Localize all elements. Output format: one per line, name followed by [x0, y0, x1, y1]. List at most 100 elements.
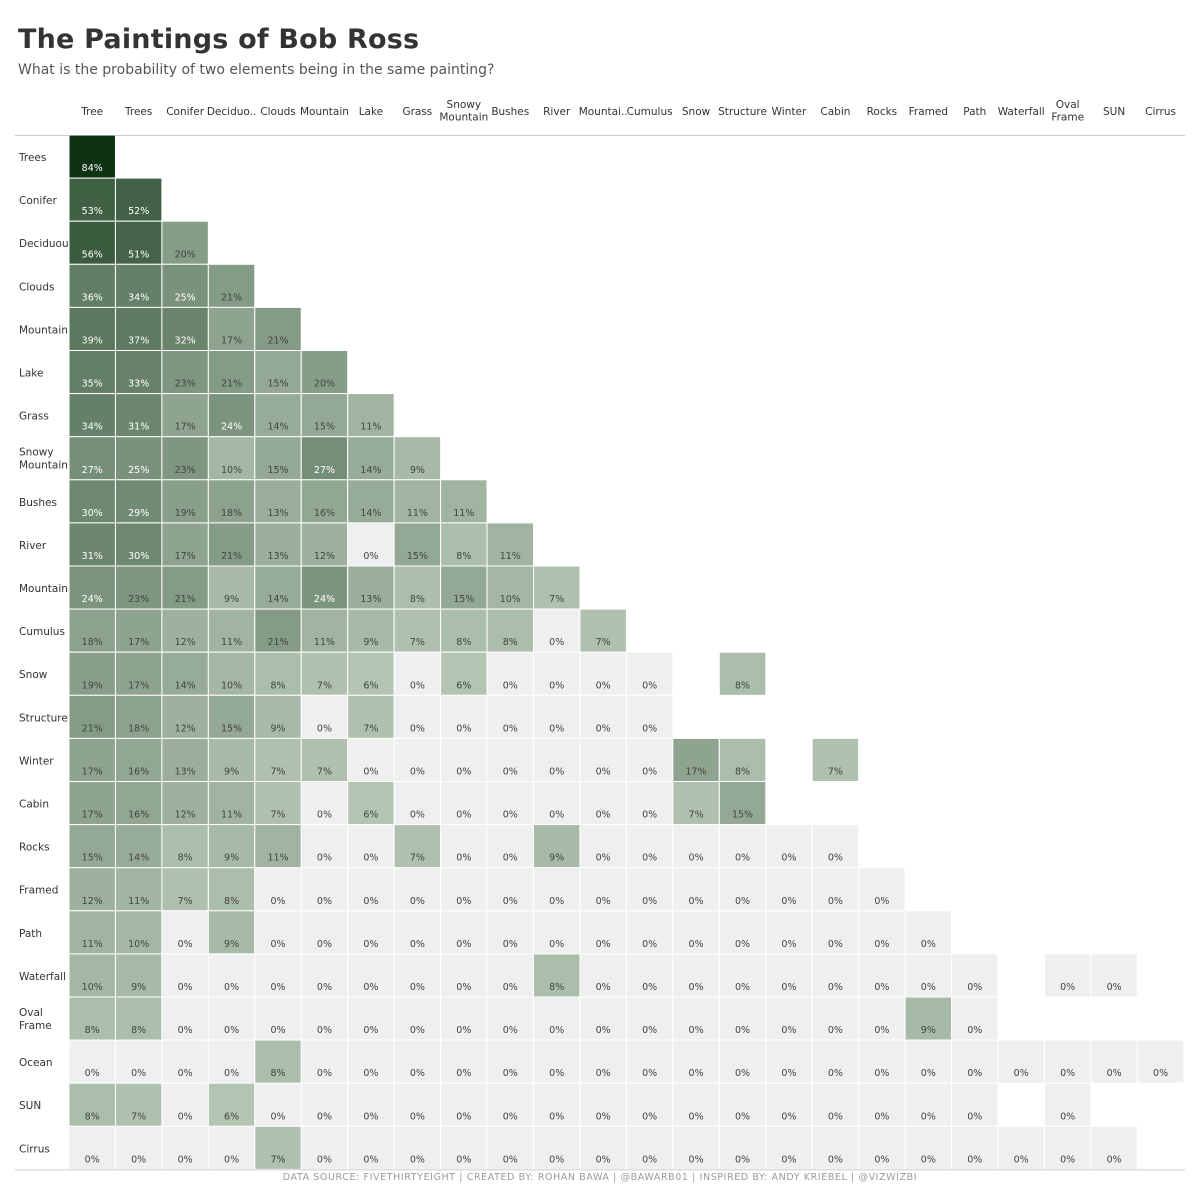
- heatmap-cell: [68, 436, 116, 481]
- cell-value-label: 14%: [360, 465, 381, 476]
- heatmap-cell: [347, 867, 395, 912]
- cell-value-label: 0%: [874, 939, 889, 950]
- heatmap-cell: [300, 694, 349, 739]
- cell-value-label: 31%: [82, 551, 103, 562]
- heatmap-cell: [440, 479, 488, 524]
- heatmap-cell: [254, 350, 302, 395]
- cell-value-label: 0%: [410, 767, 425, 778]
- heatmap-cell: [393, 1039, 442, 1084]
- heatmap-cell: [1090, 953, 1138, 998]
- cell-value-label: 29%: [128, 508, 149, 519]
- cell-value-label: 0%: [1153, 1068, 1168, 1079]
- cell-value-label: 0%: [270, 1025, 285, 1036]
- heatmap-cell: [997, 1039, 1045, 1084]
- heatmap-cell: [207, 393, 256, 438]
- cell-value-label: 11%: [500, 551, 521, 562]
- cell-value-label: 0%: [503, 896, 518, 907]
- cell-value-label: 11%: [407, 508, 428, 519]
- cell-value-label: 0%: [828, 982, 843, 993]
- row-label: River: [19, 540, 47, 552]
- cell-value-label: 7%: [317, 767, 332, 778]
- heatmap-cell: [347, 479, 395, 524]
- heatmap-cell: [579, 651, 627, 696]
- heatmap-cell: [440, 1082, 488, 1127]
- heatmap-cell: [393, 1082, 442, 1127]
- cell-value-label: 0%: [503, 723, 518, 734]
- cell-value-label: 11%: [128, 896, 149, 907]
- cell-value-label: 8%: [456, 637, 471, 648]
- heatmap-cell: [254, 1125, 302, 1170]
- heatmap-cell: [300, 350, 349, 395]
- heatmap-cell: [625, 1039, 674, 1084]
- heatmap-cell: [486, 1039, 534, 1084]
- cell-value-label: 0%: [1107, 1154, 1122, 1165]
- cell-value-label: 11%: [221, 637, 242, 648]
- cell-value-label: 24%: [82, 594, 103, 605]
- heatmap-cell: [811, 996, 860, 1041]
- heatmap-cell: [300, 436, 349, 481]
- cell-value-label: 0%: [596, 1068, 611, 1079]
- heatmap-cell: [1090, 1125, 1138, 1170]
- heatmap-cell: [114, 522, 163, 567]
- cell-value-label: 8%: [410, 594, 425, 605]
- cell-value-label: 0%: [1060, 1068, 1075, 1079]
- heatmap-cell: [718, 910, 767, 955]
- cell-value-label: 0%: [596, 896, 611, 907]
- heatmap-cell: [161, 694, 209, 739]
- cell-value-label: 8%: [503, 637, 518, 648]
- cell-value-label: 0%: [921, 1154, 936, 1165]
- cell-value-label: 0%: [1014, 1068, 1029, 1079]
- cell-value-label: 0%: [735, 1111, 750, 1122]
- cell-value-label: 84%: [82, 163, 103, 174]
- heatmap-cell: [68, 910, 116, 955]
- heatmap-cell: [300, 867, 349, 912]
- cell-value-label: 0%: [317, 1154, 332, 1165]
- heatmap-cell: [904, 1125, 953, 1170]
- cell-value-label: 0%: [456, 982, 471, 993]
- heatmap-cell: [254, 824, 302, 869]
- column-header: Trees: [124, 106, 152, 118]
- column-header: Grass: [402, 106, 432, 118]
- cell-value-label: 0%: [363, 982, 378, 993]
- heatmap-cell: [672, 996, 720, 1041]
- cell-value-label: 0%: [270, 896, 285, 907]
- cell-value-label: 0%: [503, 853, 518, 864]
- heatmap-cell: [393, 651, 442, 696]
- heatmap-cell: [625, 737, 674, 783]
- heatmap-cell: [68, 1082, 116, 1127]
- cell-value-label: 0%: [967, 1154, 982, 1165]
- cell-value-label: 0%: [363, 853, 378, 864]
- cell-value-label: 7%: [270, 810, 285, 821]
- heatmap-cell: [393, 953, 442, 998]
- cell-value-label: 30%: [82, 508, 103, 519]
- cell-value-label: 0%: [689, 982, 704, 993]
- cell-value-label: 9%: [224, 939, 239, 950]
- cell-value-label: 0%: [921, 1068, 936, 1079]
- cell-value-label: 0%: [781, 896, 796, 907]
- cell-value-label: 0%: [224, 1154, 239, 1165]
- cell-value-label: 0%: [642, 982, 657, 993]
- cell-value-label: 0%: [549, 939, 564, 950]
- cell-value-label: 9%: [224, 594, 239, 605]
- cell-value-label: 0%: [689, 939, 704, 950]
- cell-value-label: 0%: [781, 1111, 796, 1122]
- cell-value-label: 9%: [921, 1025, 936, 1036]
- cell-value-label: 6%: [363, 810, 378, 821]
- cell-value-label: 14%: [175, 680, 196, 691]
- cell-value-label: 24%: [221, 422, 242, 433]
- heatmap-cell: [858, 1039, 906, 1084]
- cell-value-label: 12%: [314, 551, 335, 562]
- cell-value-label: 0%: [549, 723, 564, 734]
- cell-value-label: 0%: [410, 896, 425, 907]
- heatmap-cell: [579, 608, 627, 653]
- cell-value-label: 0%: [735, 1025, 750, 1036]
- cell-value-label: 0%: [921, 1111, 936, 1122]
- cell-value-label: 0%: [178, 1068, 193, 1079]
- cell-value-label: 0%: [270, 1111, 285, 1122]
- cell-value-label: 21%: [82, 723, 103, 734]
- cell-value-label: 15%: [453, 594, 474, 605]
- cell-value-label: 20%: [314, 379, 335, 390]
- cell-value-label: 10%: [500, 594, 521, 605]
- cell-value-label: 7%: [131, 1111, 146, 1122]
- cell-value-label: 17%: [221, 336, 242, 347]
